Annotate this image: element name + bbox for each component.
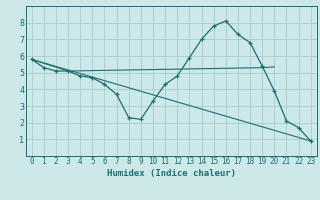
- X-axis label: Humidex (Indice chaleur): Humidex (Indice chaleur): [107, 169, 236, 178]
